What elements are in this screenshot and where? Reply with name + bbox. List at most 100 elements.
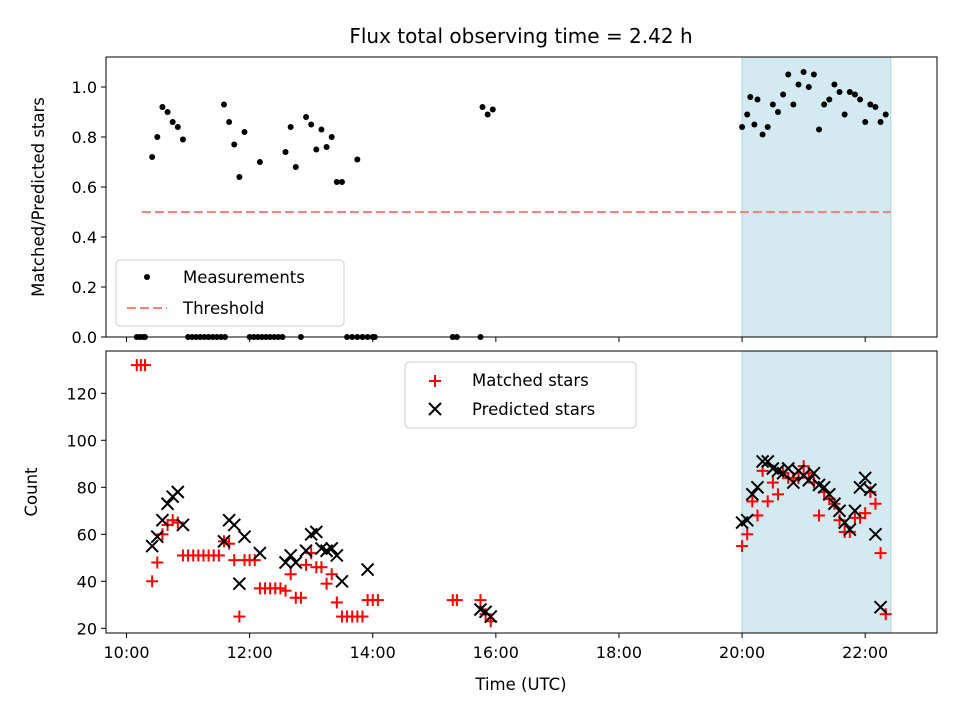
matched-star-point [248, 554, 261, 567]
matched-star-point [315, 561, 328, 574]
x-tick-label: 20:00 [719, 643, 765, 662]
measurement-point [241, 129, 248, 135]
predicted-star-point [484, 609, 498, 624]
bottom-highlight-span [741, 350, 892, 634]
predicted-star-point [324, 541, 339, 556]
measurement-point [333, 179, 340, 185]
predicted-star-point [745, 487, 760, 502]
predicted-star-point [858, 471, 872, 485]
matched-star-point [274, 582, 287, 595]
top-axes-frame [105, 56, 938, 338]
measurement-point [220, 101, 227, 108]
bottom-y-axis-label: Count [22, 467, 41, 517]
measurement-point [154, 134, 161, 140]
measurement-point [764, 124, 771, 130]
matched-star-point [371, 594, 384, 607]
matched-star-point [228, 554, 241, 567]
x-tick-label: 10:00 [103, 643, 149, 662]
predicted-star-point [755, 454, 770, 469]
measurement-point [164, 109, 171, 115]
predicted-star-point [145, 539, 159, 553]
measurement-point [872, 104, 879, 110]
measurement-point [751, 121, 758, 128]
predicted-star-point [848, 504, 862, 518]
measurement-point [323, 144, 330, 150]
measurement-point [159, 104, 166, 110]
predicted-star-point [360, 562, 375, 577]
top-y-tick-label: 0.0 [72, 328, 97, 347]
matched-star-point [233, 610, 246, 623]
predicted-star-point [232, 576, 247, 591]
matched-star-point [859, 507, 872, 520]
legend-measurements-label: Measurements [183, 268, 305, 287]
top-y-axis-label: Matched/Predicted stars [29, 97, 48, 297]
measurement-point [780, 91, 787, 98]
measurement-point [800, 69, 807, 75]
predicted-star-point [786, 475, 801, 490]
top-plot-area [133, 69, 891, 340]
measurement-point [256, 159, 263, 165]
measurement-point [226, 119, 233, 125]
measurement-point [862, 119, 869, 125]
top-y-tick-label: 0.4 [72, 228, 97, 247]
matched-star-point [279, 584, 292, 597]
matched-star-point [746, 495, 759, 508]
predicted-star-point [853, 480, 867, 495]
bottom-x-ticks: 10:00 12:00 14:00 16:00 18:00 20:00 22:00 [103, 633, 888, 662]
predicted-star-point [253, 546, 267, 560]
matched-star-point [325, 568, 338, 581]
bottom-legend: Matched stars Predicted stars [404, 361, 637, 429]
measurement-point [836, 89, 843, 95]
predicted-star-point [817, 480, 831, 495]
matched-star-point [474, 594, 487, 607]
matched-star-point [761, 495, 774, 508]
matched-star-point [813, 509, 826, 522]
matched-star-point [874, 547, 887, 560]
predicted-star-point [868, 527, 883, 542]
measurement-point [174, 124, 181, 130]
bottom-y-tick-label: 20 [77, 619, 97, 638]
measurement-point [769, 101, 776, 108]
count-panel: 20 40 60 80 100 120 10:00 12:00 14:00 16:00 18:00… [22, 350, 938, 694]
bottom-plot-area [130, 359, 892, 628]
measurement-point [489, 106, 496, 113]
bottom-y-tick-label: 120 [66, 384, 97, 403]
legend-matched-label: Matched stars [472, 371, 589, 390]
top-y-tick-label: 0.6 [72, 178, 97, 197]
matched-star-point [741, 528, 754, 541]
measurement-point [795, 81, 802, 88]
measurement-point [308, 121, 315, 128]
predicted-star-point [807, 466, 821, 480]
top-y-tick-label: 0.8 [72, 128, 97, 147]
measurement-point [292, 164, 299, 170]
measurement-point [236, 174, 243, 180]
matched-star-point [212, 549, 225, 562]
measurement-point [857, 96, 864, 103]
matched-star-point [450, 594, 463, 607]
legend-threshold-label: Threshold [182, 299, 264, 318]
measurement-point [318, 126, 325, 133]
x-tick-label: 18:00 [596, 643, 642, 662]
measurement-point [831, 81, 838, 88]
predicted-star-point [283, 548, 298, 563]
measurement-point [744, 111, 751, 118]
x-tick-label: 14:00 [350, 643, 396, 662]
predicted-star-point [237, 529, 252, 544]
measurement-point [867, 101, 874, 108]
predicted-star-point [278, 555, 293, 570]
bottom-y-tick-label: 60 [77, 525, 97, 544]
top-legend-box [115, 259, 345, 327]
predicted-star-point [309, 525, 324, 539]
measurement-point [877, 119, 884, 125]
measurement-point [313, 146, 320, 153]
measurement-point [759, 131, 766, 138]
predicted-star-point [822, 487, 836, 502]
measurement-point [785, 71, 792, 78]
measurement-point [805, 84, 812, 90]
legend-predicted-label: Predicted stars [472, 400, 595, 419]
measurement-point [338, 179, 345, 185]
predicted-star-point [843, 522, 857, 537]
predicted-star-point [740, 513, 754, 527]
predicted-star-point [155, 513, 170, 527]
bottom-y-tick-label: 100 [66, 431, 97, 450]
